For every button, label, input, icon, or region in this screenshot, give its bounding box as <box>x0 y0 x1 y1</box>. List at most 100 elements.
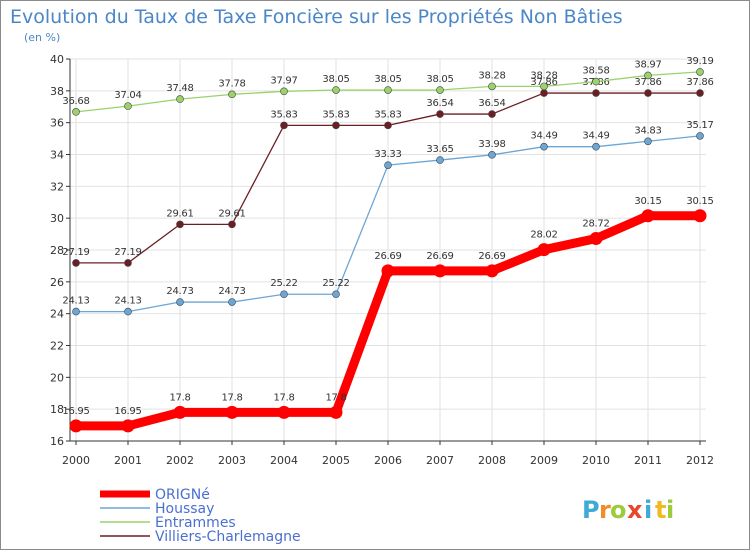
data-point <box>436 110 444 118</box>
data-point <box>228 90 236 99</box>
data-label: 28.02 <box>530 230 557 241</box>
data-label: 33.33 <box>374 149 401 160</box>
data-label: 26.69 <box>374 251 401 262</box>
data-point <box>436 156 444 164</box>
data-label: 37.04 <box>114 90 141 101</box>
data-point <box>540 142 548 151</box>
x-tick-label: 2005 <box>322 454 350 467</box>
data-point <box>696 132 704 140</box>
data-label: 36.54 <box>426 98 453 109</box>
series-villiers-charlemagne: 27.19 27.19 29.61 29.61 35.83 35.83 35.83 36.54… <box>62 77 714 267</box>
data-point <box>121 419 135 433</box>
data-label: 38.58 <box>582 66 609 77</box>
logo-letter: t <box>655 496 666 524</box>
data-point <box>592 142 600 151</box>
logo-letter: P <box>582 496 600 524</box>
data-label: 30.15 <box>686 196 713 207</box>
axes: 16 18 20 22 24 26 28 30 32 34 36 38 40 2000 2001 2002 20… <box>50 53 714 467</box>
data-label: 36.54 <box>478 98 505 109</box>
data-label: 33.65 <box>426 144 453 155</box>
logo-letter: o <box>610 496 627 524</box>
data-label: 25.22 <box>270 278 297 289</box>
x-tick-label: 2006 <box>374 454 402 467</box>
data-label: 35.83 <box>374 109 401 120</box>
data-label: 29.61 <box>218 208 245 219</box>
data-label: 37.86 <box>686 77 713 88</box>
data-label: 24.13 <box>62 296 89 307</box>
data-label: 24.73 <box>166 286 193 297</box>
x-tick-label: 2012 <box>686 454 714 467</box>
y-tick-label: 32 <box>50 180 64 193</box>
x-tick-label: 2002 <box>166 454 194 467</box>
data-point <box>280 290 288 299</box>
logo-letter: x <box>627 496 643 524</box>
series-group: 27.19 27.19 29.61 29.61 35.83 35.83 35.83 36.54… <box>62 56 714 433</box>
data-label: 37.97 <box>270 75 297 86</box>
y-tick-label: 28 <box>50 244 64 257</box>
x-tick-label: 2003 <box>218 454 246 467</box>
data-label: 27.19 <box>62 247 89 258</box>
data-point <box>384 121 392 130</box>
data-point <box>488 151 496 159</box>
data-point <box>644 137 652 146</box>
data-point <box>173 405 187 419</box>
data-point <box>280 121 288 130</box>
data-point <box>696 89 704 97</box>
x-tick-label: 2000 <box>62 454 90 467</box>
x-tick-label: 2004 <box>270 454 298 467</box>
data-label: 34.83 <box>634 125 661 136</box>
data-label: 37.86 <box>634 77 661 88</box>
y-tick-label: 36 <box>50 117 64 130</box>
legend-label: Houssay <box>155 501 214 517</box>
data-point <box>124 307 132 316</box>
data-label: 35.17 <box>686 120 713 131</box>
data-point <box>589 232 603 246</box>
data-point <box>228 298 236 306</box>
data-point <box>693 209 707 223</box>
data-label: 38.05 <box>426 74 453 85</box>
data-point <box>280 87 288 96</box>
data-point <box>488 110 496 118</box>
data-point <box>384 86 392 94</box>
data-point <box>696 68 704 76</box>
y-tick-label: 40 <box>50 53 64 66</box>
data-point <box>225 405 239 419</box>
data-label: 24.73 <box>218 286 245 297</box>
data-label: 36.68 <box>62 96 89 107</box>
data-point <box>384 161 392 169</box>
x-tick-label: 2007 <box>426 454 454 467</box>
data-label: 34.49 <box>582 131 609 142</box>
y-tick-label: 30 <box>50 212 64 225</box>
data-point <box>644 71 652 80</box>
data-point <box>332 121 340 130</box>
logo-letter: r <box>599 496 611 524</box>
data-point <box>592 89 600 97</box>
data-label: 26.69 <box>426 251 453 262</box>
data-point <box>540 89 548 97</box>
chart-subtitle: (en %) <box>24 31 60 44</box>
series-houssay: 24.13 24.13 24.73 24.73 25.22 25.22 33.33 33.65… <box>62 120 714 316</box>
x-tick-label: 2011 <box>634 454 662 467</box>
data-point <box>436 86 444 94</box>
data-label: 17.8 <box>273 392 294 403</box>
data-label: 26.69 <box>478 251 505 262</box>
legend-label: Entrammes <box>155 515 236 531</box>
data-label: 37.78 <box>218 78 245 89</box>
data-point <box>228 220 236 229</box>
data-point <box>72 108 80 116</box>
data-label: 39.19 <box>686 56 713 67</box>
data-label: 17.8 <box>169 392 190 403</box>
x-tick-label: 2001 <box>114 454 142 467</box>
legend-label: Villiers-Charlemagne <box>155 529 301 545</box>
data-point <box>641 209 655 223</box>
data-point <box>433 264 447 278</box>
data-point <box>488 82 496 91</box>
data-label: 38.97 <box>634 59 661 70</box>
data-label: 38.05 <box>374 74 401 85</box>
y-tick-label: 16 <box>50 435 64 448</box>
legend-label: ORIGNé <box>155 487 210 503</box>
x-tick-label: 2010 <box>582 454 610 467</box>
data-label: 33.98 <box>478 139 505 150</box>
data-point <box>72 259 80 267</box>
